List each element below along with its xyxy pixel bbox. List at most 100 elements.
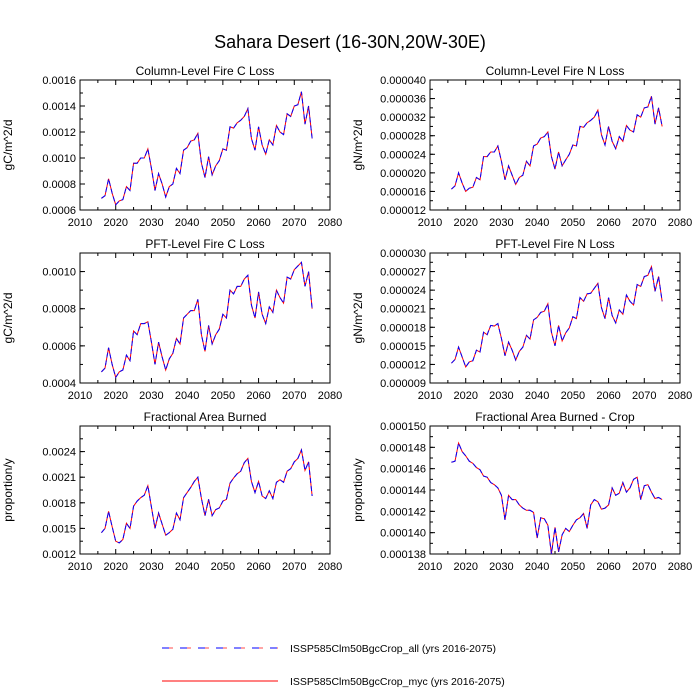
x-tick-label: 2040 xyxy=(525,390,549,402)
x-tick-label: 2010 xyxy=(68,390,92,402)
series-line-all xyxy=(101,91,313,206)
chart-panel-6: Fractional Area Burned - Crop proportion/… xyxy=(351,410,692,573)
series-line-myc xyxy=(101,91,313,206)
x-tick-label: 2010 xyxy=(418,561,442,573)
y-tick-label: 0.000036 xyxy=(380,94,426,106)
figure-title: Sahara Desert (16-30N,20W-30E) xyxy=(214,32,486,52)
y-axis-label: proportion/y xyxy=(351,458,365,521)
x-tick-label: 2060 xyxy=(246,561,270,573)
chart-title: Column-Level Fire N Loss xyxy=(486,64,625,78)
y-tick-label: 0.000040 xyxy=(380,75,426,87)
plot-frame xyxy=(429,252,681,384)
x-tick-label: 2040 xyxy=(525,561,549,573)
x-tick-label: 2060 xyxy=(246,390,270,402)
y-tick-label: 0.000028 xyxy=(380,131,426,143)
x-tick-label: 2030 xyxy=(139,390,163,402)
y-tick-label: 0.000018 xyxy=(380,322,426,334)
series-line-myc xyxy=(451,96,663,193)
y-tick-label: 0.000012 xyxy=(380,205,426,217)
chart-title: PFT-Level Fire N Loss xyxy=(495,237,614,251)
x-tick-label: 2070 xyxy=(282,217,306,229)
x-tick-label: 2020 xyxy=(453,561,477,573)
chart-title: Fractional Area Burned - Crop xyxy=(475,410,635,424)
chart-panel-2: Column-Level Fire N Loss gN/m^2/d 2010 2020… xyxy=(351,64,692,229)
y-tick-label: 0.0012 xyxy=(42,127,76,139)
series-line-all xyxy=(451,96,663,193)
y-tick-label: 0.0008 xyxy=(42,304,76,316)
y-tick-label: 0.000148 xyxy=(380,442,426,454)
y-tick-label: 0.0016 xyxy=(42,75,76,87)
series-line-myc xyxy=(101,448,313,544)
y-tick-label: 0.000032 xyxy=(380,112,426,124)
series-line-all xyxy=(451,441,663,555)
y-axis-label: gN/m^2/d xyxy=(351,293,365,344)
y-axis-label: gN/m^2/d xyxy=(351,120,365,171)
y-axis-label: gC/m^2/d xyxy=(1,120,15,171)
y-tick-label: 0.0006 xyxy=(42,205,76,217)
y-tick-label: 0.000144 xyxy=(380,485,426,497)
legend-label-all: ISSP585Clm50BgcCrop_all (yrs 2016-2075) xyxy=(290,643,496,655)
plot-frame xyxy=(79,252,331,384)
y-tick-label: 0.000030 xyxy=(380,248,426,260)
y-tick-label: 0.000024 xyxy=(380,149,426,161)
x-tick-label: 2070 xyxy=(632,561,656,573)
x-tick-label: 2010 xyxy=(68,561,92,573)
y-tick-label: 0.0018 xyxy=(42,498,76,510)
series-line-myc xyxy=(101,261,313,379)
x-tick-label: 2080 xyxy=(668,390,692,402)
x-tick-label: 2030 xyxy=(139,217,163,229)
chart-panel-5: Fractional Area Burned proportion/y 2010 20… xyxy=(1,410,342,573)
y-tick-label: 0.000012 xyxy=(380,359,426,371)
y-tick-label: 0.000009 xyxy=(380,378,426,390)
chart-title: Column-Level Fire C Loss xyxy=(136,64,275,78)
x-tick-label: 2080 xyxy=(318,390,342,402)
y-tick-label: 0.000015 xyxy=(380,341,426,353)
series-line-all xyxy=(101,448,313,544)
plot-frame xyxy=(79,79,331,211)
x-tick-label: 2030 xyxy=(139,561,163,573)
x-tick-label: 2080 xyxy=(318,561,342,573)
chart-panel-1: Column-Level Fire C Loss gC/m^2/d 2010 2020… xyxy=(1,64,342,229)
series-line-myc xyxy=(451,264,663,368)
x-tick-label: 2040 xyxy=(175,390,199,402)
y-tick-label: 0.0014 xyxy=(42,101,76,113)
y-tick-label: 0.0006 xyxy=(42,341,76,353)
legend: ISSP585Clm50BgcCrop_all (yrs 2016-2075) … xyxy=(162,643,505,688)
y-tick-label: 0.0010 xyxy=(42,153,76,165)
legend-label-myc: ISSP585Clm50BgcCrop_myc (yrs 2016-2075) xyxy=(290,676,505,688)
y-tick-label: 0.000142 xyxy=(380,506,426,518)
chart-panel-4: PFT-Level Fire N Loss gN/m^2/d 2010 2020 203… xyxy=(351,237,692,402)
x-tick-label: 2020 xyxy=(453,390,477,402)
x-tick-label: 2070 xyxy=(632,217,656,229)
x-tick-label: 2060 xyxy=(596,217,620,229)
x-tick-label: 2050 xyxy=(561,390,585,402)
x-tick-label: 2010 xyxy=(418,217,442,229)
x-tick-label: 2060 xyxy=(596,390,620,402)
y-tick-label: 0.000146 xyxy=(380,464,426,476)
y-tick-label: 0.000024 xyxy=(380,285,426,297)
y-tick-label: 0.0010 xyxy=(42,267,76,279)
x-tick-label: 2050 xyxy=(561,561,585,573)
x-tick-label: 2070 xyxy=(282,390,306,402)
y-tick-label: 0.000138 xyxy=(380,549,426,561)
y-tick-label: 0.000027 xyxy=(380,267,426,279)
x-tick-label: 2010 xyxy=(68,217,92,229)
chart-panel-3: PFT-Level Fire C Loss gC/m^2/d 2010 2020 203… xyxy=(1,237,342,402)
x-tick-label: 2040 xyxy=(175,561,199,573)
y-tick-label: 0.000140 xyxy=(380,528,426,540)
x-tick-label: 2070 xyxy=(282,561,306,573)
y-axis-label: proportion/y xyxy=(1,458,15,521)
y-tick-label: 0.0008 xyxy=(42,179,76,191)
x-tick-label: 2050 xyxy=(561,217,585,229)
x-tick-label: 2020 xyxy=(103,217,127,229)
x-tick-label: 2060 xyxy=(246,217,270,229)
x-tick-label: 2030 xyxy=(489,561,513,573)
series-line-all xyxy=(451,264,663,368)
series-line-all xyxy=(101,261,313,379)
y-axis-label: gC/m^2/d xyxy=(1,293,15,344)
y-tick-label: 0.0012 xyxy=(42,549,76,561)
x-tick-label: 2070 xyxy=(632,390,656,402)
y-tick-label: 0.000021 xyxy=(380,304,426,316)
plot-frame xyxy=(429,425,681,555)
